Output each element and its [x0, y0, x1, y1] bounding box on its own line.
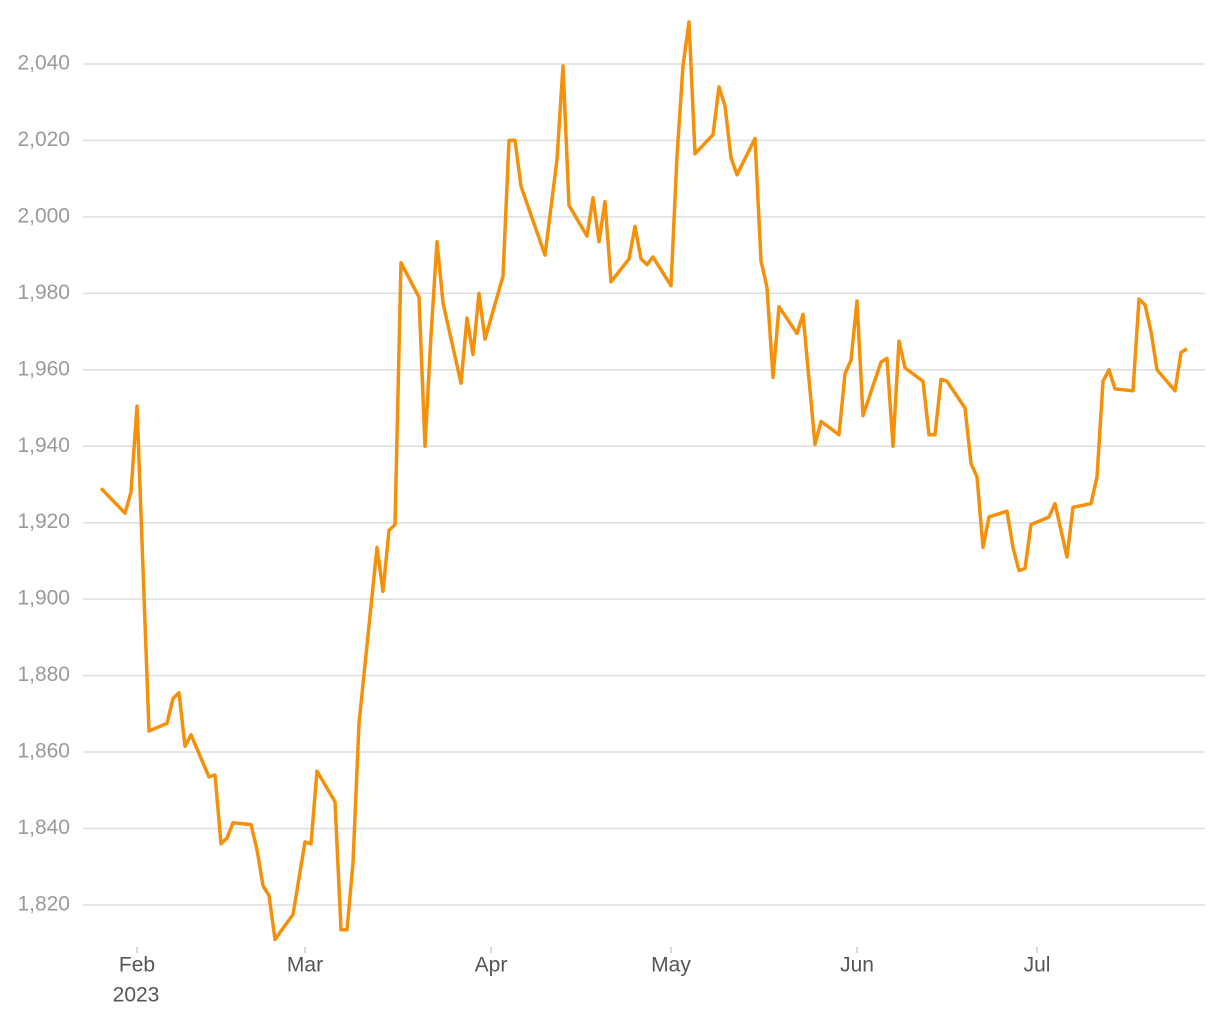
y-tick-label: 1,840: [17, 816, 70, 839]
x-tick-label: Mar: [287, 954, 323, 977]
line: [99, 20, 1188, 942]
x-tick-label: Jul: [1024, 954, 1051, 977]
year-label: 2023: [113, 984, 160, 1007]
x-tick-label: Feb: [119, 954, 155, 977]
y-tick-label: 1,880: [17, 663, 70, 686]
y-tick-label: 2,000: [17, 204, 70, 227]
y-tick-label: 1,940: [17, 434, 70, 457]
x-tick-label: Apr: [475, 954, 508, 977]
y-tick-label: 1,860: [17, 740, 70, 763]
y-tick-label: 1,960: [17, 357, 70, 380]
y-tick-label: 1,900: [17, 587, 70, 610]
y-tick-label: 2,040: [17, 52, 70, 75]
x-tick-label: May: [651, 954, 691, 977]
y-tick-label: 1,980: [17, 281, 70, 304]
y-tick-label: 1,920: [17, 510, 70, 533]
y-tick-label: 2,020: [17, 128, 70, 151]
x-tick-label: Jun: [840, 954, 874, 977]
y-tick-label: 1,820: [17, 892, 70, 915]
